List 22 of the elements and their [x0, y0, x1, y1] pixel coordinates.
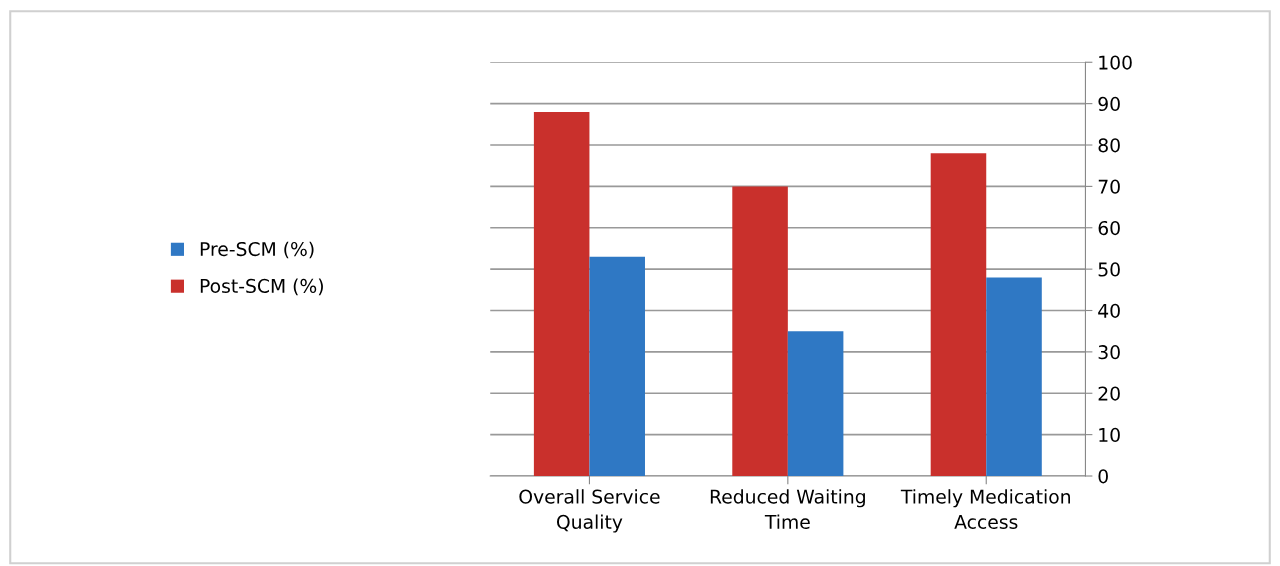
x-tick-label: Timely Medication Access — [900, 489, 1070, 529]
x-tick-label: Overall Service Quality — [519, 489, 660, 533]
y-tick-label: 50 — [1098, 262, 1120, 277]
y-tick-label: 100 — [1099, 55, 1132, 70]
y-tick-label: 30 — [1098, 345, 1120, 360]
y-tick-label: 60 — [1098, 220, 1120, 236]
bar — [533, 111, 590, 477]
y-tick-label: 70 — [1098, 179, 1120, 194]
y-tick-label: 80 — [1098, 138, 1120, 153]
bar — [732, 186, 788, 477]
legend-label: Pre-SCM (%) — [200, 241, 314, 259]
y-tick-label: 10 — [1099, 427, 1120, 443]
bar — [930, 153, 987, 477]
x-tick-label: Reduced Waiting Time — [710, 489, 865, 529]
y-tick-label: 0 — [1098, 469, 1108, 484]
legend-label: Post-SCM (%) — [200, 278, 323, 296]
bar — [787, 331, 844, 477]
bar — [986, 277, 1042, 477]
y-tick-label: 90 — [1098, 96, 1120, 112]
bar — [589, 256, 645, 477]
y-tick-label: 40 — [1098, 303, 1120, 318]
y-tick-label: 20 — [1098, 386, 1120, 401]
